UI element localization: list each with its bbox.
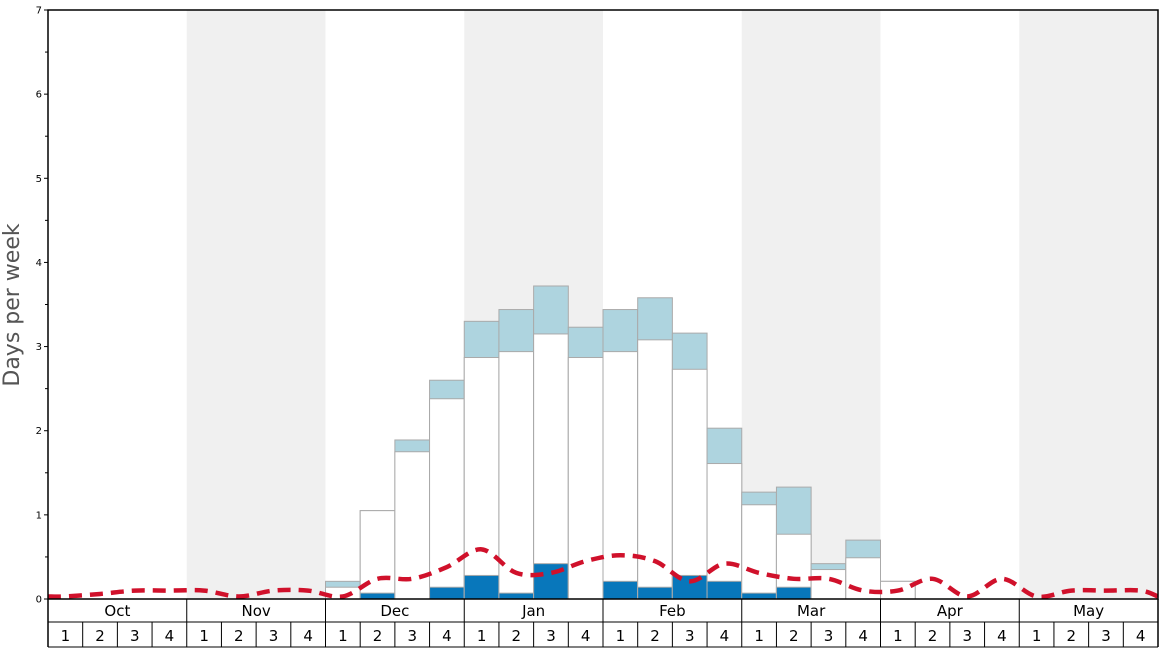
bar-middle (463, 357, 500, 600)
y-tick-label: 2 (36, 426, 42, 437)
week-label: 3 (269, 627, 279, 645)
dashed-line (47, 547, 1159, 600)
bar-middle (602, 351, 639, 600)
week-label: 1 (1032, 627, 1042, 645)
week-label: 2 (373, 627, 383, 645)
month-label: Oct (104, 602, 130, 620)
week-label: 2 (789, 627, 799, 645)
bar-middle (706, 463, 743, 600)
month-label: Jan (521, 602, 545, 620)
bar-middle (498, 351, 535, 600)
week-label: 3 (685, 627, 695, 645)
week-label: 4 (997, 627, 1007, 645)
week-label: 4 (303, 627, 313, 645)
bars (325, 285, 916, 600)
bar-lower (429, 586, 465, 600)
week-label: 2 (650, 627, 660, 645)
bar-lower (775, 586, 812, 600)
week-label: 4 (858, 627, 868, 645)
week-label: 1 (477, 627, 487, 645)
week-label: 4 (165, 627, 175, 645)
week-label: 4 (1136, 627, 1146, 645)
week-label: 1 (616, 627, 626, 645)
month-label: Feb (659, 602, 686, 620)
dashed-line-series (47, 547, 1159, 600)
month-label: Nov (241, 602, 270, 620)
week-label: 1 (61, 627, 71, 645)
bar-lower (463, 574, 500, 600)
bar-middle (741, 504, 777, 600)
month-label: Mar (797, 602, 826, 620)
month-label: May (1073, 602, 1104, 620)
week-label: 3 (130, 627, 140, 645)
week-label: 2 (928, 627, 938, 645)
week-label: 1 (754, 627, 764, 645)
y-tick-label: 7 (36, 6, 42, 17)
bar-lower (706, 580, 743, 600)
month-label: Apr (937, 602, 964, 620)
week-label: 4 (720, 627, 730, 645)
week-label: 1 (338, 627, 348, 645)
bar-middle (671, 368, 708, 600)
week-label: 3 (824, 627, 834, 645)
bar-lower (602, 580, 639, 600)
week-label: 4 (442, 627, 452, 645)
week-label: 3 (1101, 627, 1111, 645)
week-label: 2 (95, 627, 105, 645)
week-label: 1 (893, 627, 903, 645)
bar-lower (498, 592, 535, 600)
bar-lower (741, 592, 777, 600)
y-tick-label: 6 (36, 90, 42, 101)
y-tick-label: 3 (36, 342, 42, 353)
month-label: Dec (380, 602, 409, 620)
week-label: 2 (512, 627, 522, 645)
week-label: 3 (546, 627, 556, 645)
week-label: 2 (234, 627, 244, 645)
y-tick-label: 4 (36, 258, 42, 269)
week-label: 2 (1067, 627, 1077, 645)
y-tick-label: 1 (36, 510, 42, 521)
bar-lower (359, 592, 396, 600)
y-axis: 0 1 2 3 4 5 6 7 (36, 6, 48, 606)
y-tick-label: 0 (36, 595, 42, 606)
x-axis: Oct 1 2 3 4 Nov 1 2 3 4 Dec 1 2 3 4 Jan 1 2 3 4 Feb 1 2 3 4 Mar 1 2… (47, 599, 1159, 648)
shading-band-nov (186, 10, 326, 599)
shading-band-may (1019, 10, 1158, 599)
week-label: 3 (407, 627, 417, 645)
y-tick-label: 5 (36, 174, 42, 185)
bar-lower (637, 586, 673, 600)
bar-middle (567, 357, 604, 600)
week-label: 3 (962, 627, 972, 645)
bar-middle (533, 333, 569, 600)
week-label: 4 (581, 627, 591, 645)
week-label: 1 (199, 627, 209, 645)
y-axis-label: Days per week (0, 223, 25, 386)
